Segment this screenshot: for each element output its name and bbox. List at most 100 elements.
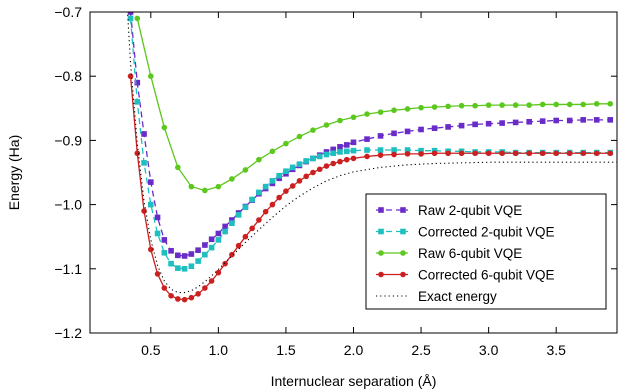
series-corrected-6-qubit-vqe — [127, 73, 614, 303]
plot-area — [126, 12, 617, 303]
data-point-corrected-2-qubit-vqe — [343, 148, 350, 155]
data-point-corrected-6-qubit-vqe — [364, 153, 370, 160]
data-point-corrected-6-qubit-vqe — [249, 225, 255, 232]
data-point-raw-6-qubit-vqe — [134, 15, 141, 22]
data-point-raw-2-qubit-vqe — [148, 179, 154, 185]
data-point-corrected-6-qubit-vqe — [445, 150, 451, 157]
data-point-raw-6-qubit-vqe — [296, 133, 303, 140]
data-point-raw-2-qubit-vqe — [181, 253, 188, 259]
data-point-raw-6-qubit-vqe — [553, 101, 559, 108]
data-point-corrected-2-qubit-vqe — [202, 251, 208, 258]
data-point-raw-6-qubit-vqe — [391, 107, 397, 114]
data-point-corrected-2-qubit-vqe — [188, 263, 195, 270]
data-point-corrected-6-qubit-vqe — [289, 183, 296, 189]
data-point-raw-2-qubit-vqe — [208, 236, 215, 243]
data-point-raw-2-qubit-vqe — [215, 230, 222, 237]
data-point-corrected-6-qubit-vqe — [458, 150, 465, 157]
data-point-corrected-2-qubit-vqe — [350, 147, 357, 154]
data-point-corrected-6-qubit-vqe — [208, 278, 215, 284]
data-point-raw-2-qubit-vqe — [553, 117, 559, 124]
data-point-corrected-6-qubit-vqe — [242, 233, 249, 240]
data-point-raw-2-qubit-vqe — [485, 120, 492, 127]
data-point-corrected-2-qubit-vqe — [229, 220, 235, 227]
data-point-corrected-2-qubit-vqe — [283, 168, 289, 175]
data-point-raw-6-qubit-vqe — [566, 101, 573, 108]
data-point-corrected-6-qubit-vqe — [168, 292, 174, 299]
data-point-raw-2-qubit-vqe — [607, 117, 614, 123]
data-point-corrected-2-qubit-vqe — [303, 158, 310, 164]
data-point-raw-2-qubit-vqe — [539, 118, 546, 124]
series-raw-6-qubit-vqe — [134, 15, 614, 194]
legend-marker-raw-6-qubit-vqe — [400, 250, 406, 256]
data-point-raw-6-qubit-vqe — [404, 106, 411, 112]
data-point-corrected-2-qubit-vqe — [330, 150, 337, 157]
x-tick-label: 1.5 — [276, 342, 296, 358]
data-point-corrected-6-qubit-vqe — [593, 150, 600, 157]
data-point-corrected-2-qubit-vqe — [154, 230, 161, 237]
x-tick-label: 2.5 — [411, 342, 431, 358]
data-point-corrected-6-qubit-vqe — [499, 150, 505, 157]
data-point-corrected-2-qubit-vqe — [377, 147, 384, 153]
data-point-corrected-6-qubit-vqe — [161, 285, 168, 291]
data-point-corrected-6-qubit-vqe — [377, 152, 384, 158]
data-point-raw-6-qubit-vqe — [472, 102, 478, 109]
data-point-corrected-6-qubit-vqe — [539, 150, 546, 157]
data-point-corrected-2-qubit-vqe — [269, 178, 276, 184]
data-point-corrected-2-qubit-vqe — [215, 237, 222, 243]
legend-marker-corrected-6-qubit-vqe — [378, 271, 384, 278]
data-point-raw-6-qubit-vqe — [202, 187, 208, 194]
y-tick-label: −1.2 — [54, 325, 82, 341]
data-point-raw-2-qubit-vqe — [499, 120, 505, 126]
data-point-corrected-2-qubit-vqe — [391, 147, 397, 153]
data-point-raw-6-qubit-vqe — [539, 101, 546, 108]
data-point-raw-6-qubit-vqe — [242, 167, 249, 173]
y-tick-label: −0.9 — [54, 132, 82, 148]
data-point-corrected-6-qubit-vqe — [343, 156, 350, 163]
data-point-raw-2-qubit-vqe — [175, 252, 181, 259]
data-point-corrected-6-qubit-vqe — [323, 163, 330, 169]
data-point-corrected-2-qubit-vqe — [222, 228, 228, 235]
data-point-raw-2-qubit-vqe — [458, 122, 465, 129]
data-point-corrected-6-qubit-vqe — [215, 269, 222, 276]
data-point-corrected-6-qubit-vqe — [526, 150, 532, 157]
data-point-corrected-2-qubit-vqe — [276, 172, 282, 179]
data-point-corrected-6-qubit-vqe — [330, 160, 337, 167]
x-tick-label: 3.0 — [479, 342, 499, 358]
data-point-raw-6-qubit-vqe — [580, 101, 587, 108]
data-point-corrected-2-qubit-vqe — [235, 212, 242, 218]
legend-marker-corrected-6-qubit-vqe — [400, 271, 406, 278]
data-point-corrected-6-qubit-vqe — [553, 150, 559, 157]
data-point-raw-6-qubit-vqe — [593, 101, 600, 107]
data-point-raw-6-qubit-vqe — [283, 140, 289, 147]
data-point-corrected-6-qubit-vqe — [195, 291, 201, 297]
data-point-corrected-6-qubit-vqe — [148, 246, 154, 253]
data-point-raw-2-qubit-vqe — [188, 251, 195, 257]
data-point-corrected-6-qubit-vqe — [141, 208, 147, 214]
legend-label-raw-6-qubit-vqe: Raw 6-qubit VQE — [418, 246, 522, 261]
y-tick-label: −0.8 — [54, 68, 82, 84]
data-point-corrected-6-qubit-vqe — [154, 271, 161, 277]
data-point-corrected-6-qubit-vqe — [134, 150, 141, 157]
legend-label-corrected-2-qubit-vqe: Corrected 2-qubit VQE — [418, 225, 555, 240]
data-point-corrected-2-qubit-vqe — [262, 183, 269, 190]
data-point-raw-6-qubit-vqe — [229, 176, 235, 182]
data-point-corrected-6-qubit-vqe — [303, 173, 310, 180]
data-point-corrected-6-qubit-vqe — [188, 294, 195, 301]
data-point-corrected-2-qubit-vqe — [242, 204, 249, 210]
data-point-corrected-6-qubit-vqe — [269, 201, 276, 208]
data-point-raw-6-qubit-vqe — [310, 127, 316, 133]
x-tick-label: 0.5 — [141, 342, 161, 358]
data-point-corrected-6-qubit-vqe — [512, 150, 519, 157]
data-point-corrected-2-qubit-vqe — [289, 164, 296, 171]
data-point-raw-2-qubit-vqe — [134, 79, 141, 86]
legend-box — [365, 193, 607, 310]
data-point-corrected-2-qubit-vqe — [175, 265, 181, 271]
data-point-corrected-2-qubit-vqe — [148, 201, 154, 208]
data-point-raw-2-qubit-vqe — [377, 133, 384, 139]
data-point-corrected-6-qubit-vqe — [485, 150, 492, 157]
x-tick-label: 2.0 — [344, 342, 364, 358]
data-point-raw-2-qubit-vqe — [431, 125, 438, 132]
legend-label-exact-energy: Exact energy — [418, 289, 497, 304]
data-point-raw-2-qubit-vqe — [127, 12, 134, 15]
data-point-raw-2-qubit-vqe — [154, 214, 161, 221]
